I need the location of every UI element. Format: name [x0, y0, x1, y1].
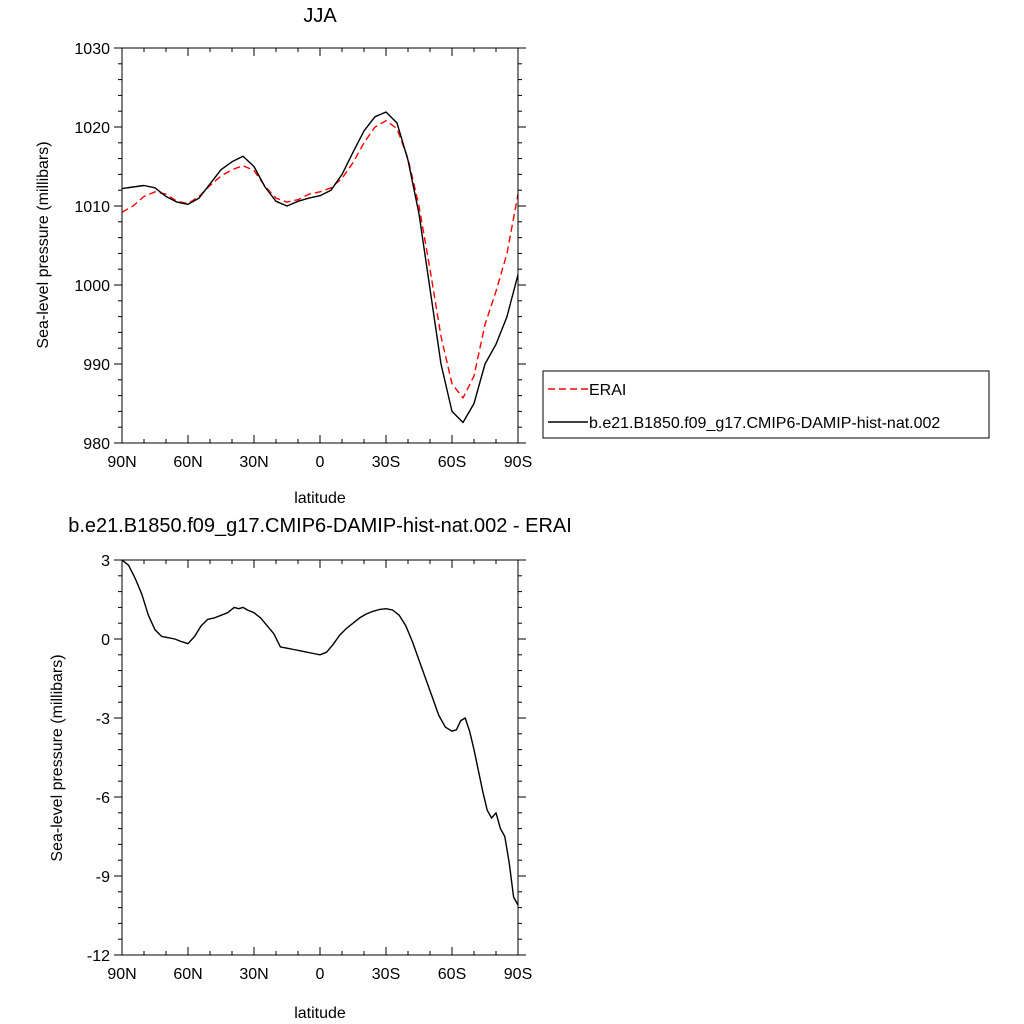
legend-label-model: b.e21.B1850.f09_g17.CMIP6-DAMIP-hist-nat… [589, 415, 940, 432]
y-tick-label: 1030 [74, 41, 110, 58]
x-tick-label: 0 [316, 454, 325, 471]
bottom-x-axis-label: latitude [294, 1005, 346, 1022]
y-tick-label: 980 [83, 436, 110, 453]
top-tick-labels: 90N 60N 30N 0 30S 60S 90S 980 990 1000 1010 1020 103… [74, 41, 532, 471]
top-series-lines [121, 111, 519, 424]
bottom-series-lines [121, 559, 519, 906]
plot-frame-1 [121, 559, 519, 956]
bottom-y-axis-label: Sea-level pressure (millibars) [49, 654, 66, 861]
x-tick-label: 90N [107, 454, 136, 471]
y-tick-label: -3 [96, 711, 110, 728]
y-tick-label: -6 [96, 790, 110, 807]
legend-label-erai: ERAI [589, 382, 626, 399]
y-tick-label: -9 [96, 869, 110, 886]
bottom-panel: b.e21.B1850.f09_g17.CMIP6-DAMIP-hist-nat… [49, 515, 572, 1022]
y-tick-label: -12 [87, 948, 110, 965]
x-tick-label: 30S [372, 454, 400, 471]
legend-box [542, 370, 990, 439]
plot-frame-0 [121, 47, 519, 444]
x-tick-label: 60S [438, 454, 466, 471]
bottom-chart-title: b.e21.B1850.f09_g17.CMIP6-DAMIP-hist-nat… [68, 515, 572, 537]
bottom-tick-labels: 90N 60N 30N 0 30S 60S 90S -12 -9 -6 -3 0 3 [87, 553, 532, 983]
top-axes [114, 47, 526, 444]
y-tick-label: 990 [83, 357, 110, 374]
x-tick-label: 30N [239, 966, 268, 983]
series-line-1-0 [121, 559, 519, 906]
x-tick-label: 0 [316, 966, 325, 983]
legend: ERAI b.e21.B1850.f09_g17.CMIP6-DAMIP-his… [542, 370, 990, 439]
bottom-axes [114, 559, 526, 956]
x-tick-label: 30N [239, 454, 268, 471]
series-line-0-0 [121, 119, 519, 399]
x-tick-label: 30S [372, 966, 400, 983]
x-tick-label: 60N [173, 454, 202, 471]
y-tick-label: 0 [101, 632, 110, 649]
top-x-axis-label: latitude [294, 490, 346, 507]
x-tick-label: 90S [504, 966, 532, 983]
x-tick-label: 60S [438, 966, 466, 983]
top-panel: JJA latitude Sea-level pressure (milliba… [35, 5, 990, 507]
x-tick-label: 90N [107, 966, 136, 983]
x-tick-label: 60N [173, 966, 202, 983]
y-tick-label: 1010 [74, 199, 110, 216]
x-tick-label: 90S [504, 454, 532, 471]
top-chart-title: JJA [303, 5, 337, 27]
y-tick-label: 1020 [74, 120, 110, 137]
top-y-axis-label: Sea-level pressure (millibars) [35, 141, 52, 348]
y-tick-label: 3 [101, 553, 110, 570]
y-tick-label: 1000 [74, 278, 110, 295]
series-line-0-1 [121, 111, 519, 424]
